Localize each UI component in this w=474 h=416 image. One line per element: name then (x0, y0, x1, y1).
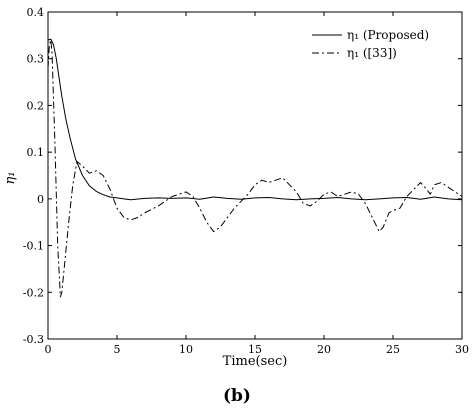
plot-area (47, 11, 463, 340)
series-line-ref33 (47, 39, 463, 298)
legend: η₁ (Proposed) η₁ ([33]) (305, 23, 457, 63)
y-tick-label: 0.1 (27, 146, 45, 159)
x-tick-label: 25 (386, 343, 400, 356)
y-tick-label: -0.3 (23, 333, 44, 346)
legend-box (305, 23, 457, 63)
y-tick-label: -0.2 (23, 286, 44, 299)
x-tick-label: 20 (317, 343, 331, 356)
y-axis-label: η₁ (3, 172, 18, 185)
x-tick-label: 0 (45, 343, 52, 356)
axis-ticks: 0 5 10 15 20 25 30 -0.3 -0.2 -0.1 0 0.1 0.2 0.3 0.4 (23, 6, 469, 356)
legend-label-proposed: η₁ (Proposed) (347, 28, 429, 42)
legend-label-ref33: η₁ ([33]) (347, 46, 397, 60)
series-layer (47, 38, 463, 298)
y-tick-label: -0.1 (23, 240, 44, 253)
x-tick-label: 15 (248, 343, 262, 356)
x-tick-label: 10 (179, 343, 193, 356)
y-tick-label: 0.4 (27, 6, 45, 19)
y-tick-label: 0 (37, 193, 44, 206)
x-tick-label: 30 (455, 343, 469, 356)
panel-label: (b) (223, 386, 251, 406)
x-tick-label: 5 (114, 343, 121, 356)
y-tick-label: 0.3 (27, 53, 45, 66)
series-line-proposed (47, 38, 463, 201)
y-tick-label: 0.2 (27, 99, 45, 112)
x-axis-label: Time(sec) (223, 354, 288, 369)
